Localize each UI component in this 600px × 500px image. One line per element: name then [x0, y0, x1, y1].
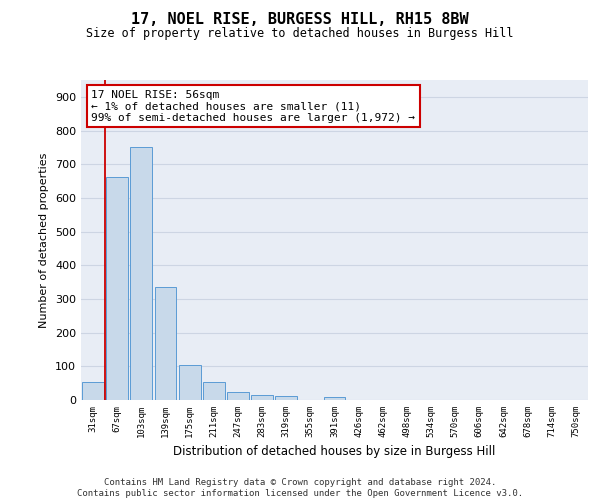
Bar	[106, 177, 128, 400]
Text: Contains HM Land Registry data © Crown copyright and database right 2024.
Contai: Contains HM Land Registry data © Crown c…	[77, 478, 523, 498]
Bar	[155, 287, 176, 400]
Bar	[179, 364, 200, 400]
Text: 17 NOEL RISE: 56sqm
← 1% of detached houses are smaller (11)
99% of semi-detache: 17 NOEL RISE: 56sqm ← 1% of detached hou…	[91, 90, 415, 123]
Bar	[323, 398, 346, 400]
Bar	[130, 148, 152, 400]
Bar	[251, 395, 273, 400]
Bar	[227, 392, 249, 400]
Bar	[275, 396, 297, 400]
X-axis label: Distribution of detached houses by size in Burgess Hill: Distribution of detached houses by size …	[173, 446, 496, 458]
Text: 17, NOEL RISE, BURGESS HILL, RH15 8BW: 17, NOEL RISE, BURGESS HILL, RH15 8BW	[131, 12, 469, 28]
Y-axis label: Number of detached properties: Number of detached properties	[40, 152, 49, 328]
Text: Size of property relative to detached houses in Burgess Hill: Size of property relative to detached ho…	[86, 28, 514, 40]
Bar	[203, 382, 224, 400]
Bar	[82, 382, 104, 400]
